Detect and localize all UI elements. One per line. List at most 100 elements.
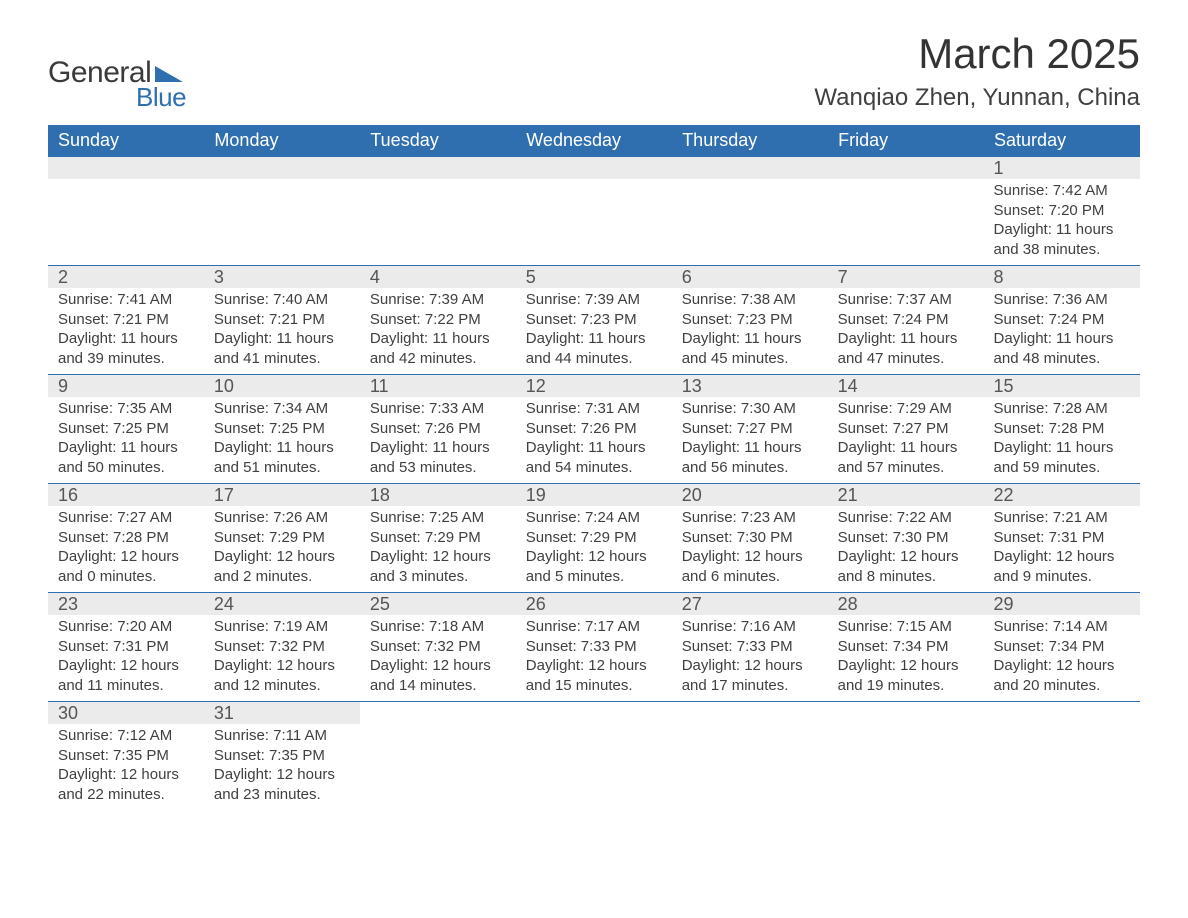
- day-number-cell: 17: [204, 484, 360, 507]
- sunrise-text: Sunrise: 7:29 AM: [838, 399, 974, 419]
- sunset-text: Sunset: 7:33 PM: [526, 637, 662, 657]
- logo-triangle: [155, 66, 183, 82]
- day-number: 12: [516, 375, 672, 397]
- weekday-header: Monday: [204, 125, 360, 157]
- daylight-text: and 53 minutes.: [370, 458, 506, 478]
- sunrise-text: Sunrise: 7:36 AM: [994, 290, 1130, 310]
- day-number-cell: 30: [48, 702, 204, 725]
- day-number-cell: 8: [984, 266, 1140, 289]
- sunrise-text: Sunrise: 7:20 AM: [58, 617, 194, 637]
- day-number-cell: 16: [48, 484, 204, 507]
- day-number-cell: [672, 702, 828, 725]
- daylight-text: Daylight: 11 hours: [370, 329, 506, 349]
- sunrise-text: Sunrise: 7:17 AM: [526, 617, 662, 637]
- day-number-cell: [828, 702, 984, 725]
- daylight-text: and 39 minutes.: [58, 349, 194, 369]
- logo-word-2: Blue: [136, 82, 186, 113]
- calendar-daynum-row: 23242526272829: [48, 593, 1140, 616]
- day-number: 8: [984, 266, 1140, 288]
- day-detail-cell: Sunrise: 7:39 AMSunset: 7:22 PMDaylight:…: [360, 288, 516, 375]
- day-number-cell: [360, 157, 516, 180]
- day-number-cell: 13: [672, 375, 828, 398]
- day-number-cell: 2: [48, 266, 204, 289]
- day-detail-cell: Sunrise: 7:25 AMSunset: 7:29 PMDaylight:…: [360, 506, 516, 593]
- day-number: 5: [516, 266, 672, 288]
- sunrise-text: Sunrise: 7:34 AM: [214, 399, 350, 419]
- daylight-text: and 2 minutes.: [214, 567, 350, 587]
- sunrise-text: Sunrise: 7:21 AM: [994, 508, 1130, 528]
- daylight-text: and 45 minutes.: [682, 349, 818, 369]
- day-number: 14: [828, 375, 984, 397]
- location-subtitle: Wanqiao Zhen, Yunnan, China: [814, 84, 1140, 112]
- day-number: 24: [204, 593, 360, 615]
- daylight-text: and 17 minutes.: [682, 676, 818, 696]
- day-number-cell: 24: [204, 593, 360, 616]
- sunrise-text: Sunrise: 7:31 AM: [526, 399, 662, 419]
- sunset-text: Sunset: 7:20 PM: [994, 201, 1130, 221]
- day-number-cell: [984, 702, 1140, 725]
- calendar-daynum-row: 2345678: [48, 266, 1140, 289]
- day-number: 7: [828, 266, 984, 288]
- sunrise-text: Sunrise: 7:39 AM: [370, 290, 506, 310]
- sunset-text: Sunset: 7:25 PM: [214, 419, 350, 439]
- day-detail-cell: Sunrise: 7:19 AMSunset: 7:32 PMDaylight:…: [204, 615, 360, 702]
- daylight-text: Daylight: 11 hours: [682, 329, 818, 349]
- daylight-text: Daylight: 11 hours: [682, 438, 818, 458]
- weekday-header: Saturday: [984, 125, 1140, 157]
- day-number: 27: [672, 593, 828, 615]
- day-number-cell: 19: [516, 484, 672, 507]
- sunset-text: Sunset: 7:30 PM: [838, 528, 974, 548]
- day-number-cell: [360, 702, 516, 725]
- day-detail-cell: Sunrise: 7:17 AMSunset: 7:33 PMDaylight:…: [516, 615, 672, 702]
- daylight-text: and 5 minutes.: [526, 567, 662, 587]
- day-number-cell: 29: [984, 593, 1140, 616]
- daylight-text: Daylight: 11 hours: [994, 438, 1130, 458]
- day-number: 17: [204, 484, 360, 506]
- daylight-text: Daylight: 12 hours: [526, 656, 662, 676]
- day-number: 13: [672, 375, 828, 397]
- daylight-text: and 51 minutes.: [214, 458, 350, 478]
- daylight-text: and 38 minutes.: [994, 240, 1130, 260]
- daylight-text: Daylight: 12 hours: [370, 547, 506, 567]
- day-number: 6: [672, 266, 828, 288]
- day-detail-cell: [360, 179, 516, 266]
- day-detail-cell: Sunrise: 7:26 AMSunset: 7:29 PMDaylight:…: [204, 506, 360, 593]
- day-number: 29: [984, 593, 1140, 615]
- daylight-text: and 3 minutes.: [370, 567, 506, 587]
- logo: General Blue: [48, 30, 186, 113]
- day-number-cell: 14: [828, 375, 984, 398]
- day-number: 2: [48, 266, 204, 288]
- sunset-text: Sunset: 7:34 PM: [838, 637, 974, 657]
- day-number-cell: 9: [48, 375, 204, 398]
- day-number: 26: [516, 593, 672, 615]
- daylight-text: and 0 minutes.: [58, 567, 194, 587]
- page-header: General Blue March 2025 Wanqiao Zhen, Yu…: [48, 30, 1140, 113]
- day-number-cell: 31: [204, 702, 360, 725]
- daylight-text: and 11 minutes.: [58, 676, 194, 696]
- day-number-cell: 10: [204, 375, 360, 398]
- sunset-text: Sunset: 7:33 PM: [682, 637, 818, 657]
- day-detail-cell: [204, 179, 360, 266]
- day-number: 10: [204, 375, 360, 397]
- sunrise-text: Sunrise: 7:38 AM: [682, 290, 818, 310]
- daylight-text: Daylight: 12 hours: [214, 547, 350, 567]
- day-number-cell: 20: [672, 484, 828, 507]
- daylight-text: and 50 minutes.: [58, 458, 194, 478]
- day-detail-cell: Sunrise: 7:30 AMSunset: 7:27 PMDaylight:…: [672, 397, 828, 484]
- daylight-text: Daylight: 12 hours: [526, 547, 662, 567]
- daylight-text: and 14 minutes.: [370, 676, 506, 696]
- day-number: 1: [984, 157, 1140, 179]
- weekday-header: Thursday: [672, 125, 828, 157]
- sunrise-text: Sunrise: 7:12 AM: [58, 726, 194, 746]
- daylight-text: and 9 minutes.: [994, 567, 1130, 587]
- day-detail-cell: [828, 179, 984, 266]
- daylight-text: and 22 minutes.: [58, 785, 194, 805]
- sunset-text: Sunset: 7:28 PM: [994, 419, 1130, 439]
- day-number-cell: 6: [672, 266, 828, 289]
- weekday-header: Tuesday: [360, 125, 516, 157]
- sunrise-text: Sunrise: 7:28 AM: [994, 399, 1130, 419]
- daylight-text: Daylight: 11 hours: [526, 329, 662, 349]
- day-number-cell: 21: [828, 484, 984, 507]
- daylight-text: Daylight: 12 hours: [994, 547, 1130, 567]
- sunset-text: Sunset: 7:21 PM: [214, 310, 350, 330]
